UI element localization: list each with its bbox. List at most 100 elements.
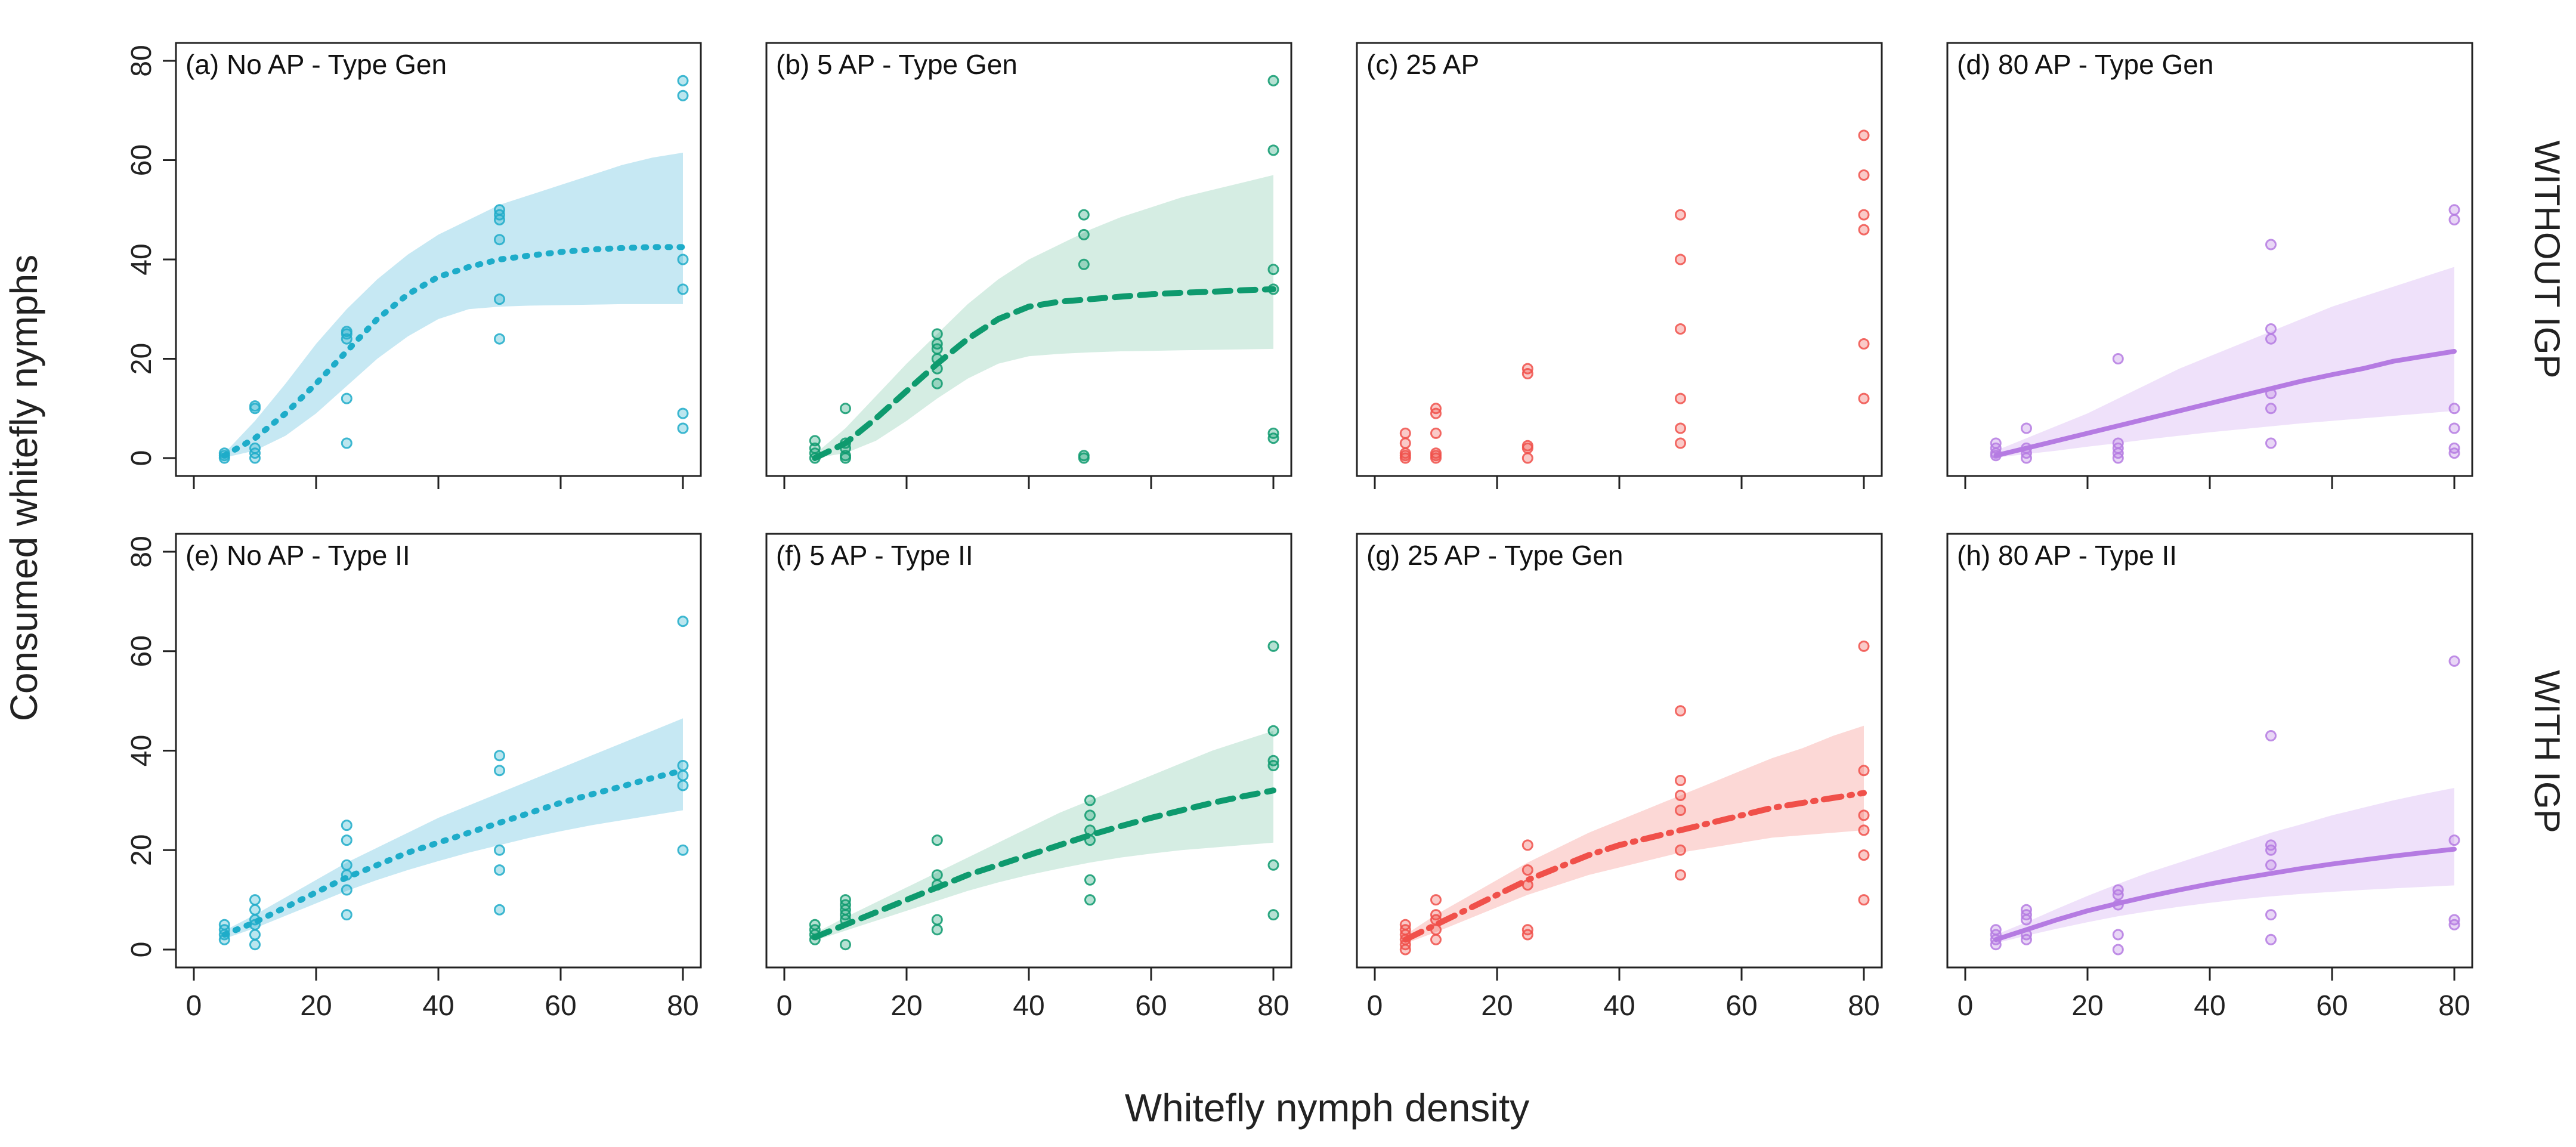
data-point xyxy=(1858,809,1870,821)
panel-title: (c) 25 AP xyxy=(1366,49,1479,80)
data-point xyxy=(1858,849,1870,861)
x-tick-label: 20 xyxy=(300,990,332,1022)
data-point xyxy=(1675,392,1686,404)
confidence-band xyxy=(224,718,683,939)
x-tick-label: 80 xyxy=(2438,990,2470,1022)
data-point xyxy=(1430,427,1442,439)
data-point xyxy=(1675,805,1686,816)
data-point xyxy=(931,914,943,926)
data-point xyxy=(1430,403,1442,415)
data-point xyxy=(2265,437,2277,449)
confidence-band xyxy=(1996,267,2454,458)
data-point xyxy=(341,820,352,831)
y-tick-label: 0 xyxy=(126,942,157,958)
data-point xyxy=(2448,204,2460,216)
data-point xyxy=(1675,253,1686,265)
x-tick-label: 20 xyxy=(1481,990,1513,1022)
data-point xyxy=(677,844,689,856)
data-point xyxy=(1522,440,1533,452)
data-point xyxy=(494,844,505,856)
fit-line xyxy=(221,244,686,459)
data-point xyxy=(1990,437,2002,449)
data-point xyxy=(1990,924,2002,936)
data-point xyxy=(494,204,505,216)
data-point xyxy=(1675,422,1686,434)
data-point xyxy=(1399,437,1411,449)
data-point xyxy=(494,864,505,876)
data-point xyxy=(2265,839,2277,851)
data-point xyxy=(249,939,261,951)
x-tick-label: 80 xyxy=(1257,990,1289,1022)
x-tick-label: 0 xyxy=(186,990,202,1022)
data-point xyxy=(2448,914,2460,926)
data-point xyxy=(2448,214,2460,225)
data-point xyxy=(1267,755,1279,766)
data-point xyxy=(1522,924,1533,936)
panel-title: (e) No AP - Type II xyxy=(185,540,410,571)
panel-8: (h) 80 AP - Type II 0 20 40 60 80 xyxy=(1946,533,2473,1022)
data-point xyxy=(1430,894,1442,906)
panel-2: (b) 5 AP - Type Gen xyxy=(765,42,1292,489)
panel-title: (f) 5 AP - Type II xyxy=(776,540,973,571)
data-point xyxy=(1858,338,1870,350)
data-point xyxy=(2112,884,2124,896)
data-point xyxy=(677,253,689,265)
data-point xyxy=(677,407,689,419)
data-point xyxy=(1522,839,1533,851)
data-point xyxy=(2265,909,2277,921)
x-tick-label: 60 xyxy=(545,990,576,1022)
data-point xyxy=(341,392,352,404)
data-point xyxy=(1675,790,1686,801)
data-point xyxy=(341,884,352,896)
data-point xyxy=(1858,169,1870,181)
confidence-band xyxy=(815,175,1273,458)
data-point xyxy=(840,894,851,906)
data-point xyxy=(1399,447,1411,459)
data-point xyxy=(1078,228,1090,240)
data-point xyxy=(1267,264,1279,276)
data-point xyxy=(494,765,505,777)
data-point xyxy=(1399,919,1411,930)
data-point xyxy=(840,403,851,415)
data-point xyxy=(341,326,352,338)
data-point xyxy=(1675,323,1686,335)
y-tick-label: 20 xyxy=(126,834,157,866)
data-point xyxy=(809,435,821,447)
data-point xyxy=(1858,640,1870,652)
panel-title: (a) No AP - Type Gen xyxy=(185,49,447,80)
x-tick-label: 0 xyxy=(1957,990,1974,1022)
confidence-band xyxy=(1405,725,1864,944)
data-point xyxy=(840,939,851,951)
fit-line xyxy=(1993,846,2457,942)
data-point xyxy=(677,769,689,781)
data-point xyxy=(677,616,689,627)
data-point xyxy=(2112,929,2124,941)
panels: (a) No AP - Type Gen 0 20 40 60 80 (b) 5 AP - … xyxy=(126,42,2473,1022)
data-point xyxy=(1430,909,1442,921)
data-point xyxy=(931,924,943,936)
data-point xyxy=(1858,209,1870,221)
data-point xyxy=(2021,422,2032,434)
x-tick-label: 40 xyxy=(2194,990,2225,1022)
data-point xyxy=(2265,333,2277,345)
data-point xyxy=(1084,794,1096,806)
data-point xyxy=(931,378,943,389)
data-point xyxy=(2448,403,2460,415)
data-point xyxy=(2448,834,2460,846)
data-point xyxy=(341,834,352,846)
data-point xyxy=(677,89,689,101)
panel-title: (g) 25 AP - Type Gen xyxy=(1366,540,1623,571)
y-tick-label: 40 xyxy=(126,243,157,275)
data-point xyxy=(1675,869,1686,881)
data-point xyxy=(1399,427,1411,439)
data-point xyxy=(1858,392,1870,404)
data-point xyxy=(341,859,352,871)
y-tick-label: 40 xyxy=(126,735,157,766)
panel-title: (h) 80 AP - Type II xyxy=(1957,540,2177,571)
data-point xyxy=(2112,353,2124,364)
data-point xyxy=(1267,144,1279,156)
fit-line xyxy=(812,787,1276,941)
data-point xyxy=(931,328,943,340)
data-point xyxy=(1858,894,1870,906)
